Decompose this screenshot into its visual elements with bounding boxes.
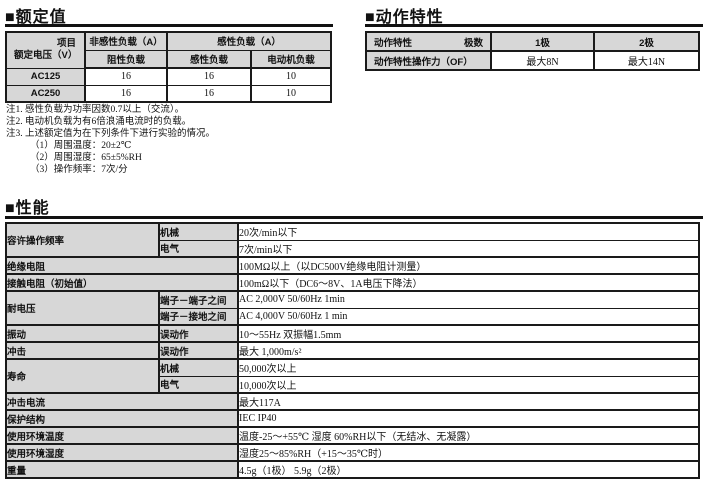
- perf-label-insulation-resistance: 绝缘电阻: [5, 256, 239, 275]
- rated-value: 16: [84, 67, 168, 86]
- rated-corner-voltage-label: 额定电压（V）: [14, 50, 78, 62]
- rated-corner-cell: 项目 额定电压（V）: [5, 31, 86, 69]
- perf-row-contact-resistance: 接触电阻（初始值） 100mΩ以下（DC6～8V、1A电压下降法）: [5, 273, 700, 292]
- perf-label-allowable-operating-frequency: 容许操作频率: [5, 222, 160, 258]
- note-3-condition-2: （2）周围湿度：65±5%RH: [30, 153, 142, 163]
- perf-row-inrush-current: 冲击电流 最大117A: [5, 392, 700, 411]
- perf-value-vibration: 10～55Hz 双振幅1.5mm: [237, 324, 700, 343]
- perf-row-insulation-resistance: 绝缘电阻 100MΩ以上（以DC500V绝缘电阻计测量）: [5, 256, 700, 275]
- perf-row-weight: 重量 4.5g（1极） 5.9g（2极）: [5, 460, 700, 479]
- perf-label-ambient-humidity: 使用环境湿度: [5, 443, 239, 462]
- perf-label-ambient-temperature: 使用环境温度: [5, 426, 239, 445]
- perf-row-life-mechanical: 寿命 机械 50,000次以上: [5, 358, 700, 394]
- perf-sublabel-mechanical: 机械: [158, 222, 239, 241]
- perf-row-dielectric-terminal-ground: 端子－接地之间 AC 4,000V 50/60Hz 1 min: [6, 307, 700, 326]
- note-3: 注3. 上述额定值为在下列条件下进行实验的情况。: [6, 129, 216, 139]
- perf-sublabel-terminal-terminal: 端子－端子之间: [158, 290, 239, 309]
- rated-row-label: AC250: [5, 84, 86, 103]
- perf-label-life: 寿命: [5, 358, 160, 394]
- operating-force-row: 动作特性操作力（OF） 最大8N 最大14N: [365, 50, 700, 71]
- operating-section-title: ■动作特性: [365, 9, 444, 26]
- perf-sublabel-malfunction-shock: 误动作: [158, 341, 239, 360]
- rated-group-noninductive: 非感性负载（A）: [84, 31, 168, 51]
- perf-value-ambient-humidity: 湿度25～85%RH（+15～35℃时）: [237, 443, 700, 462]
- perf-sublabel-terminal-ground: 端子－接地之间: [158, 307, 239, 326]
- perf-row-shock: 冲击 误动作 最大 1,000m/s²: [5, 341, 700, 360]
- perf-sublabel-life-mechanical: 机械: [158, 358, 239, 377]
- operating-feature-label: 动作特性: [374, 37, 413, 49]
- perf-row-operating-frequency-mechanical: 容许操作频率 机械 20次/min以下: [5, 222, 700, 258]
- operating-force-2pole: 最大14N: [593, 50, 700, 71]
- perf-value-insulation-resistance: 100MΩ以上（以DC500V绝缘电阻计测量）: [237, 256, 700, 275]
- performance-table: 容许操作频率 机械 20次/min以下 电气 7次/min以下 绝缘电阻 100…: [5, 222, 700, 479]
- perf-value-life-mechanical: 50,000次以上: [237, 358, 700, 377]
- perf-value-weight: 4.5g（1极） 5.9g（2极）: [237, 460, 700, 479]
- rated-subhead-motor: 电动机负载: [250, 49, 332, 69]
- perf-label-shock: 冲击: [5, 341, 160, 360]
- perf-sublabel-life-electrical: 电气: [158, 375, 239, 394]
- rated-value: 10: [250, 67, 332, 86]
- perf-value-inrush-current: 最大117A: [237, 392, 700, 411]
- operating-poles-label: 极数: [463, 37, 483, 49]
- rated-row-ac125: AC125 16 16 10: [5, 67, 332, 86]
- operating-header-row: 动作特性 极数 1极 2极: [365, 31, 700, 52]
- rated-value: 10: [250, 84, 332, 103]
- perf-value-electrical-frequency: 7次/min以下: [237, 239, 700, 258]
- operating-col-2pole: 2极: [593, 31, 700, 52]
- operating-corner-cell: 动作特性 极数: [365, 31, 492, 52]
- note-2: 注2. 电动机负载为有6倍浪涌电流时的负载。: [6, 117, 192, 127]
- perf-row-dielectric-terminal-terminal: 耐电压 端子－端子之间 AC 2,000V 50/60Hz 1min: [5, 290, 700, 326]
- perf-value-mechanical-frequency: 20次/min以下: [237, 222, 700, 241]
- rated-value: 16: [166, 67, 252, 86]
- rated-row-label: AC125: [5, 67, 86, 86]
- perf-value-protection: IEC IP40: [237, 409, 700, 428]
- rated-table: 项目 额定电压（V） 非感性负载（A） 感性负载（A） 阻性负载 感性负载 电动…: [5, 31, 332, 103]
- operating-table: 动作特性 极数 1极 2极 动作特性操作力（OF） 最大8N 最大14N: [365, 31, 700, 71]
- perf-label-protection: 保护结构: [5, 409, 239, 428]
- rated-subhead-resistive: 阻性负载: [84, 49, 168, 69]
- perf-value-ambient-temperature: 温度-25～+55℃ 湿度 60%RH以下（无结冰、无凝露）: [237, 426, 700, 445]
- rated-header-row-2: 阻性负载 感性负载 电动机负载: [6, 49, 332, 69]
- perf-value-life-electrical: 10,000次以上: [237, 375, 700, 394]
- perf-sublabel-electrical: 电气: [158, 239, 239, 258]
- perf-row-operating-frequency-electrical: 电气 7次/min以下: [6, 239, 700, 258]
- rated-subhead-inductive: 感性负载: [166, 49, 252, 69]
- operating-force-1pole: 最大8N: [490, 50, 595, 71]
- operating-force-label: 动作特性操作力（OF）: [365, 50, 492, 71]
- note-3-condition-1: （1）周围温度：20±2℃: [30, 141, 132, 151]
- perf-label-weight: 重量: [5, 460, 239, 479]
- perf-row-vibration: 振动 误动作 10～55Hz 双振幅1.5mm: [5, 324, 700, 343]
- operating-title-rule: [365, 24, 703, 27]
- perf-value-shock: 最大 1,000m/s²: [237, 341, 700, 360]
- perf-label-contact-resistance: 接触电阻（初始值）: [5, 273, 239, 292]
- perf-label-inrush-current: 冲击电流: [5, 392, 239, 411]
- performance-section-title: ■性能: [5, 200, 50, 217]
- perf-value-terminal-terminal: AC 2,000V 50/60Hz 1min: [237, 290, 700, 309]
- perf-value-terminal-ground: AC 4,000V 50/60Hz 1 min: [237, 307, 700, 326]
- perf-value-contact-resistance: 100mΩ以下（DC6～8V、1A电压下降法）: [237, 273, 700, 292]
- rated-section-title: ■额定值: [5, 9, 67, 26]
- perf-row-ambient-humidity: 使用环境湿度 湿度25～85%RH（+15～35℃时）: [5, 443, 700, 462]
- rated-value: 16: [166, 84, 252, 103]
- performance-title-rule: [5, 216, 703, 219]
- perf-sublabel-malfunction-vibration: 误动作: [158, 324, 239, 343]
- rated-title-rule: [5, 24, 333, 27]
- perf-row-ambient-temperature: 使用环境温度 温度-25～+55℃ 湿度 60%RH以下（无结冰、无凝露）: [5, 426, 700, 445]
- note-3-condition-3: （3）操作频率：7次/分: [30, 165, 128, 175]
- rated-value: 16: [84, 84, 168, 103]
- perf-label-dielectric-strength: 耐电压: [5, 290, 160, 326]
- rated-group-inductive: 感性负载（A）: [166, 31, 332, 51]
- rated-row-ac250: AC250 16 16 10: [5, 84, 332, 103]
- perf-row-protection: 保护结构 IEC IP40: [5, 409, 700, 428]
- perf-label-vibration: 振动: [5, 324, 160, 343]
- note-1: 注1. 感性负载为功率因数0.7以上（交流）。: [6, 105, 185, 115]
- operating-col-1pole: 1极: [490, 31, 595, 52]
- rated-header-row-1: 项目 额定电压（V） 非感性负载（A） 感性负载（A）: [5, 31, 332, 69]
- rated-corner-item-label: 项目: [56, 38, 76, 50]
